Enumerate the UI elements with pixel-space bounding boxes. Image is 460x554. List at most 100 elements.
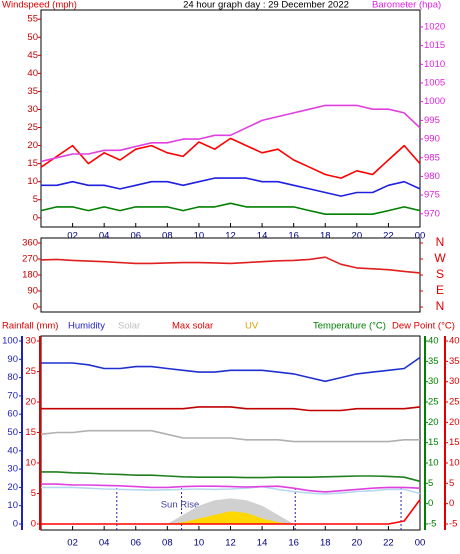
x-tick-label: 14 bbox=[257, 231, 268, 242]
y-tick-label: 25 bbox=[449, 397, 460, 408]
x-tick-label: 08 bbox=[162, 231, 173, 242]
y-tick-label: 1000 bbox=[424, 96, 445, 107]
x-tick-label: 12 bbox=[225, 538, 236, 549]
x-tick-label: 22 bbox=[383, 231, 394, 242]
x-tick-label: 00 bbox=[415, 231, 426, 242]
y-tick-label: 20 bbox=[7, 482, 18, 493]
x-tick-label: 10 bbox=[194, 231, 205, 242]
y-tick-label: 15 bbox=[27, 158, 38, 169]
y-tick-label: S bbox=[436, 267, 444, 281]
y-tick-label: 1010 bbox=[424, 59, 445, 70]
y-tick-label: 35 bbox=[27, 86, 38, 97]
barometer-label: Barometer (hpa) bbox=[372, 0, 441, 11]
y-tick-label: 0 bbox=[13, 519, 18, 530]
y-tick-label: 180 bbox=[22, 270, 38, 281]
y-tick-label: W bbox=[434, 251, 446, 265]
series-line bbox=[40, 104, 421, 163]
legend-label: Max solar bbox=[172, 321, 213, 332]
series-line bbox=[41, 406, 421, 412]
y-tick-label: N bbox=[436, 235, 445, 249]
y-tick-label: 40 bbox=[428, 336, 439, 347]
x-tick-label: 08 bbox=[162, 538, 173, 549]
y-tick-label: 985 bbox=[424, 152, 440, 163]
y-tick-label: 10 bbox=[27, 176, 38, 187]
x-tick-label: 20 bbox=[352, 538, 363, 549]
x-tick-label: 16 bbox=[288, 231, 299, 242]
y-tick-label: 30 bbox=[25, 336, 36, 347]
x-tick-label: 02 bbox=[67, 538, 78, 549]
y-tick-label: 90 bbox=[7, 354, 18, 365]
y-tick-label: 20 bbox=[27, 140, 38, 151]
series-line bbox=[40, 256, 421, 274]
y-tick-label: 1020 bbox=[424, 21, 445, 32]
series-line bbox=[41, 483, 421, 493]
y-tick-label: 970 bbox=[424, 208, 440, 219]
legend-label: Rainfall (mm) bbox=[2, 321, 58, 332]
x-tick-label: 18 bbox=[320, 538, 331, 549]
y-tick-label: 1015 bbox=[424, 40, 445, 51]
x-tick-label: 16 bbox=[288, 538, 299, 549]
x-tick-label: 22 bbox=[383, 538, 394, 549]
y-tick-label: 25 bbox=[25, 366, 36, 377]
y-tick-label: 0 bbox=[33, 212, 38, 223]
annotation: Sun Rise bbox=[161, 500, 200, 511]
chart-title: 24 hour graph day : 29 December 2022 bbox=[183, 0, 349, 11]
series-line bbox=[41, 356, 421, 383]
series-line bbox=[40, 202, 421, 215]
y-tick-label: 70 bbox=[7, 390, 18, 401]
y-tick-label: 40 bbox=[27, 68, 38, 79]
y-tick-label: 90 bbox=[27, 286, 38, 297]
y-tick-label: 10 bbox=[25, 458, 36, 469]
series-line bbox=[41, 485, 421, 495]
series-area bbox=[41, 511, 420, 524]
y-tick-label: 15 bbox=[449, 437, 460, 448]
y-tick-label: 270 bbox=[22, 254, 38, 265]
legend-label: Temperature (°C) bbox=[313, 321, 386, 332]
y-tick-label: E bbox=[436, 283, 444, 297]
legend-label: Solar bbox=[118, 321, 140, 332]
y-tick-label: 55 bbox=[27, 14, 38, 25]
y-tick-label: 35 bbox=[428, 356, 439, 367]
y-tick-label: 10 bbox=[428, 458, 439, 469]
x-tick-label: 04 bbox=[99, 538, 110, 549]
y-tick-label: 1005 bbox=[424, 78, 445, 89]
y-tick-label: 5 bbox=[428, 478, 433, 489]
y-tick-label: 5 bbox=[449, 478, 454, 489]
x-tick-label: 20 bbox=[352, 231, 363, 242]
y-tick-label: 35 bbox=[449, 356, 460, 367]
y-tick-label: 0 bbox=[31, 519, 36, 530]
y-tick-label: 0 bbox=[428, 498, 433, 509]
series-line bbox=[41, 499, 421, 525]
x-tick-label: 02 bbox=[67, 231, 78, 242]
y-tick-label: 50 bbox=[7, 427, 18, 438]
y-tick-label: 40 bbox=[449, 336, 460, 347]
y-tick-label: 50 bbox=[27, 32, 38, 43]
y-tick-label: 30 bbox=[449, 376, 460, 387]
y-tick-label: 360 bbox=[22, 238, 38, 249]
y-tick-label: 45 bbox=[27, 50, 38, 61]
series-line bbox=[41, 177, 421, 197]
y-tick-label: 0 bbox=[449, 498, 454, 509]
legend-label: Humidity bbox=[68, 321, 105, 332]
legend-label: Dew Point (°C) bbox=[392, 321, 455, 332]
series-line bbox=[40, 429, 420, 443]
y-tick-label: 995 bbox=[424, 115, 440, 126]
y-tick-label: 10 bbox=[7, 500, 18, 511]
legend-label: UV bbox=[245, 321, 259, 332]
y-tick-label: -5 bbox=[428, 519, 436, 530]
y-tick-label: 975 bbox=[424, 190, 440, 201]
y-tick-label: 80 bbox=[7, 372, 18, 383]
windspeed-label: Windspeed (mph) bbox=[2, 0, 77, 11]
x-tick-label: 04 bbox=[99, 231, 110, 242]
y-tick-label: 30 bbox=[27, 104, 38, 115]
y-tick-label: 5 bbox=[31, 488, 36, 499]
series-line bbox=[41, 471, 421, 483]
x-tick-label: 06 bbox=[130, 538, 141, 549]
x-tick-label: 06 bbox=[130, 231, 141, 242]
series-line bbox=[40, 137, 421, 179]
y-tick-label: 100 bbox=[2, 336, 18, 347]
y-tick-label: -5 bbox=[449, 519, 457, 530]
y-tick-label: 15 bbox=[25, 427, 36, 438]
